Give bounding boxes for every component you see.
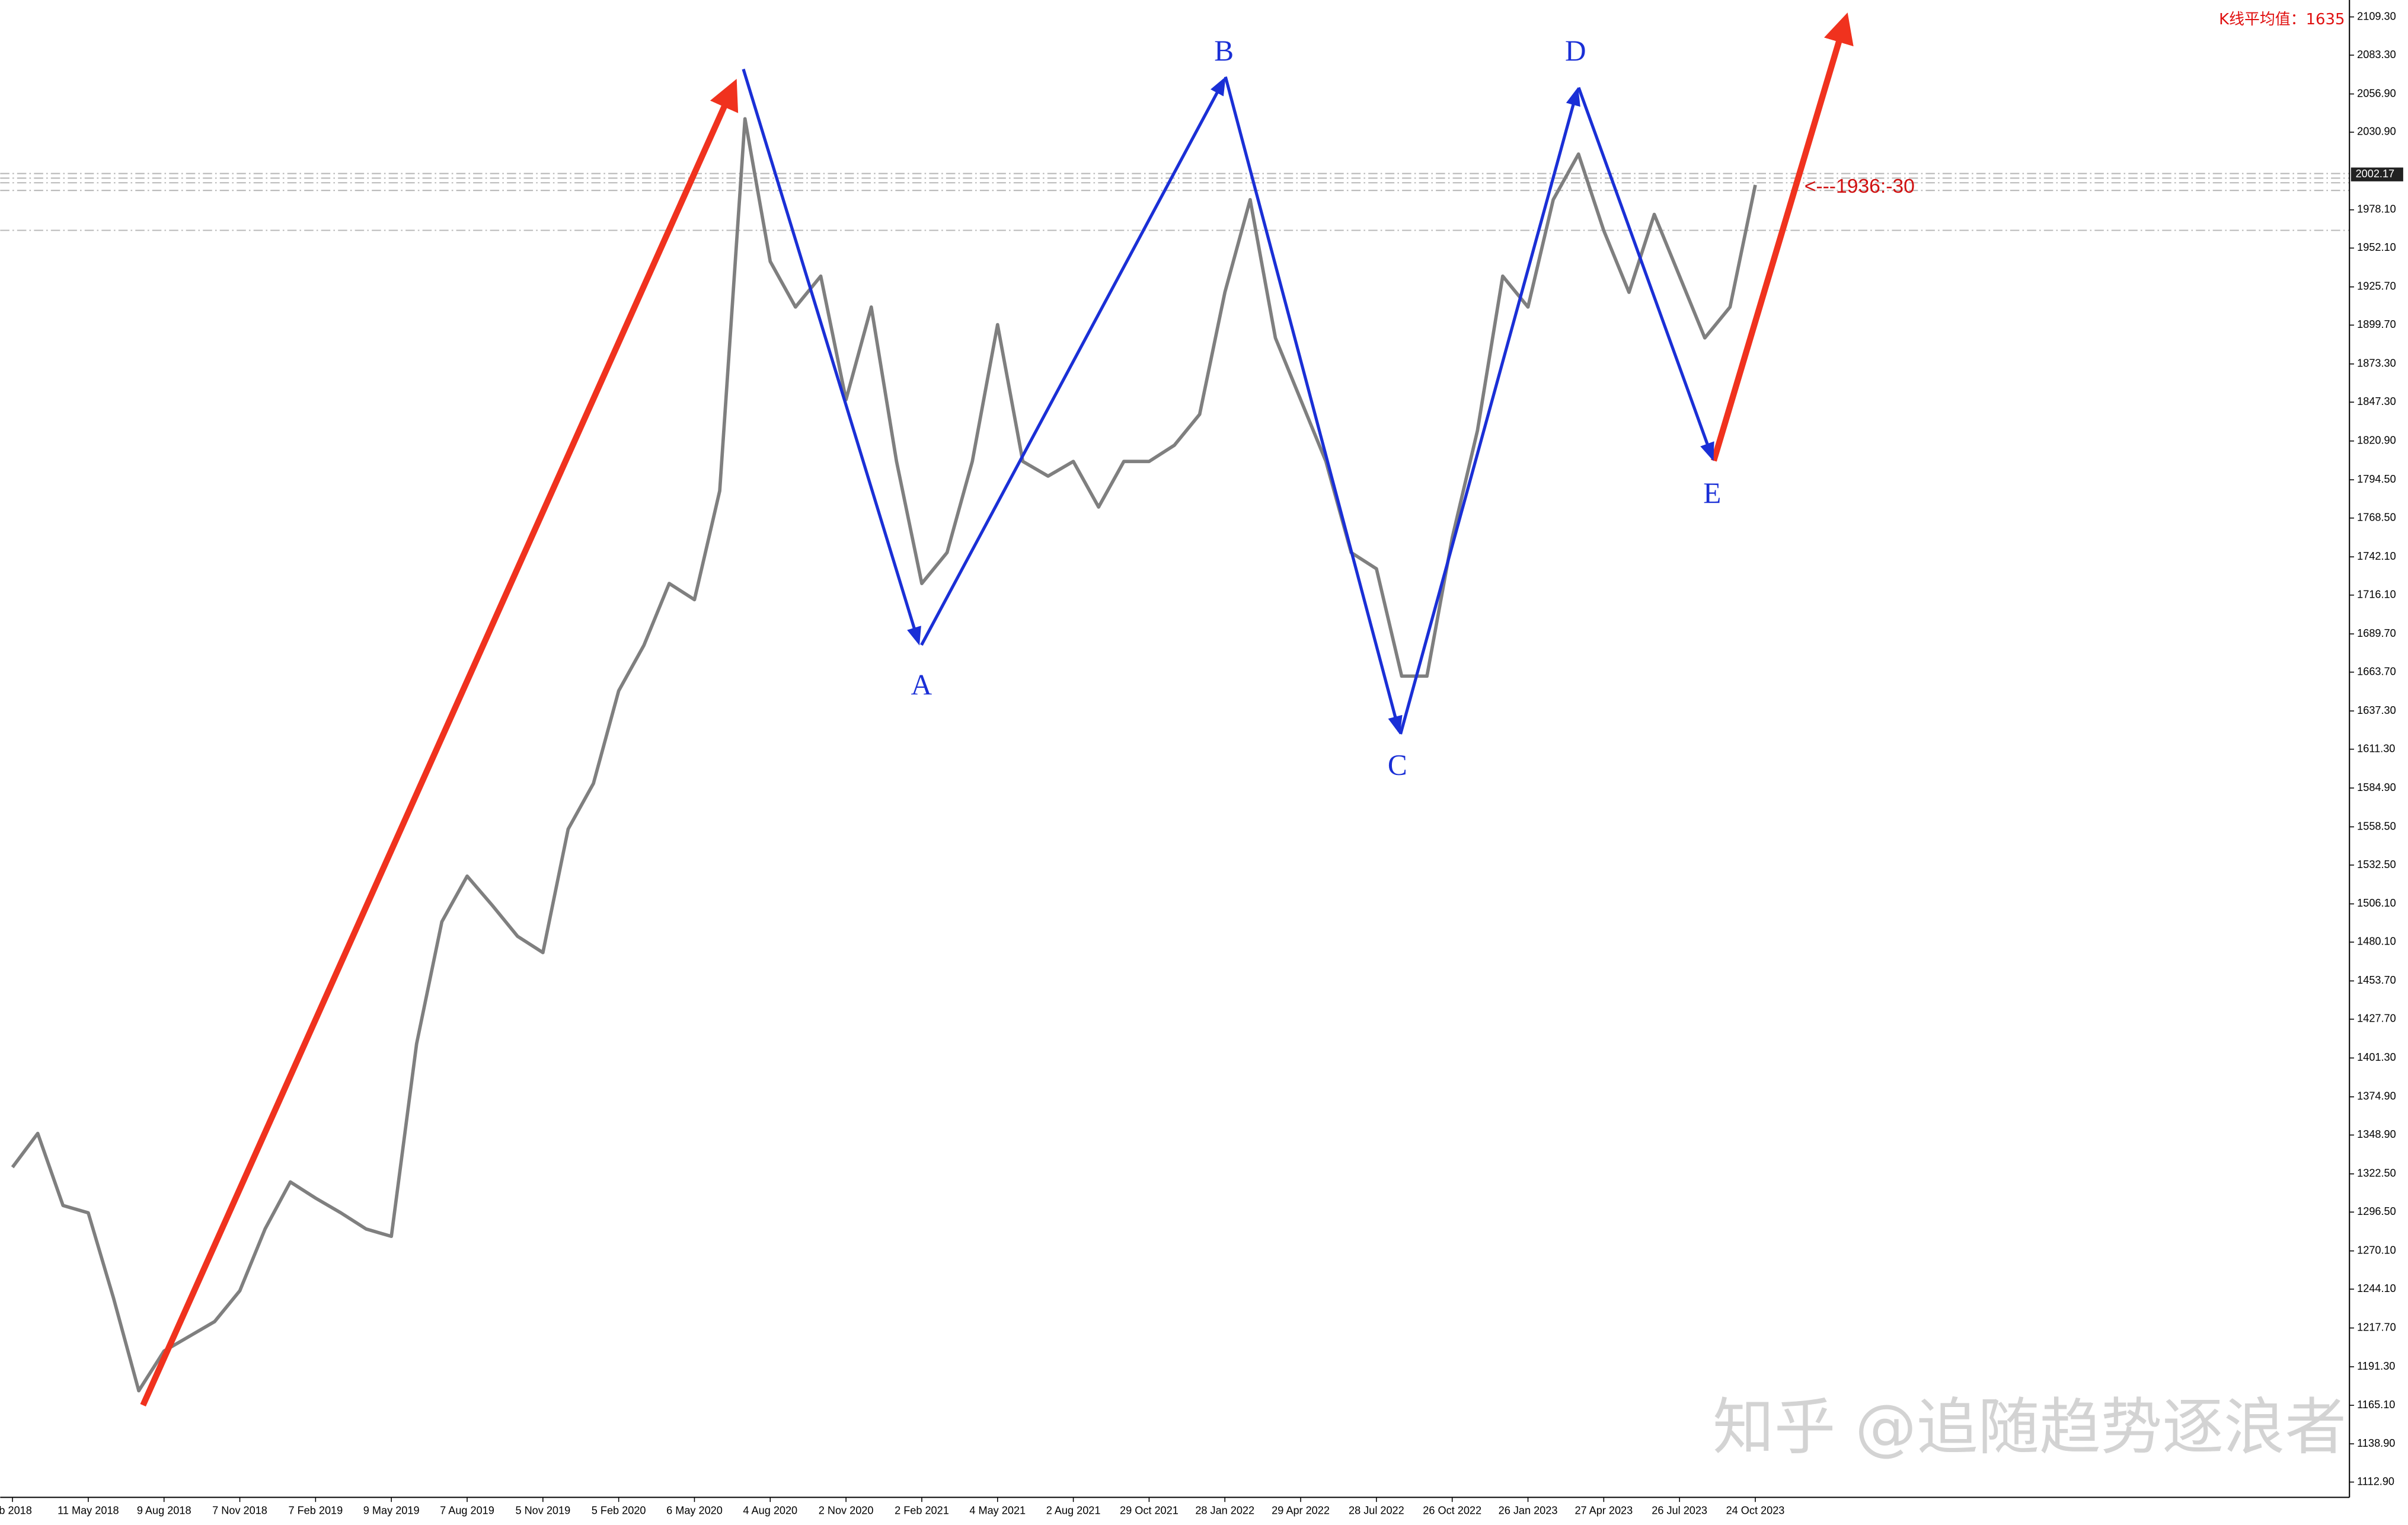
y-tick-label: 2083.30 <box>2357 49 2396 60</box>
y-tick-label: 1506.10 <box>2357 897 2396 909</box>
y-tick-label: 1820.90 <box>2357 435 2396 446</box>
wave-leg <box>742 68 921 646</box>
wave-label: B <box>1214 34 1234 67</box>
x-tick-label: 27 Apr 2023 <box>1575 1504 1633 1516</box>
y-tick-label: 1716.10 <box>2357 588 2396 600</box>
current-price-box <box>2350 167 2403 181</box>
y-tick-label: 1296.50 <box>2357 1205 2396 1217</box>
x-tick-label: 6 May 2020 <box>666 1504 723 1516</box>
y-tick-label: 1611.30 <box>2357 742 2395 754</box>
y-tick-label: 1558.50 <box>2357 820 2396 832</box>
x-tick-label: 9 Aug 2018 <box>137 1504 191 1516</box>
y-tick-label: 1742.10 <box>2357 550 2396 562</box>
y-tick-label: 1244.10 <box>2357 1282 2396 1294</box>
wave-leg <box>1224 76 1403 735</box>
y-tick-label: 1322.50 <box>2357 1167 2396 1179</box>
x-tick-label: 5 Feb 2020 <box>592 1504 646 1516</box>
wave-label: A <box>911 669 932 701</box>
y-tick-label: 2109.30 <box>2357 10 2396 22</box>
x-tick-label: eb 2018 <box>0 1504 32 1516</box>
x-tick-label: 4 Aug 2020 <box>743 1504 797 1516</box>
y-tick-label: 1480.10 <box>2357 936 2396 947</box>
x-tick-label: 24 Oct 2023 <box>1726 1504 1785 1516</box>
y-tick-label: 1978.10 <box>2357 203 2396 215</box>
indicator-text: K线平均值：1635 <box>2219 11 2345 28</box>
price-line <box>11 117 1757 1393</box>
x-tick-label: 7 Aug 2019 <box>440 1504 494 1516</box>
y-tick-label: 1925.70 <box>2357 280 2396 292</box>
wave-leg <box>1399 87 1580 735</box>
y-tick-label: 1689.70 <box>2357 627 2396 639</box>
y-tick-label: 1532.50 <box>2357 859 2396 870</box>
x-tick-label: 5 Nov 2019 <box>515 1504 570 1516</box>
y-tick-label: 2030.90 <box>2357 126 2396 138</box>
x-tick-label: 7 Feb 2019 <box>288 1504 343 1516</box>
x-tick-label: 28 Jan 2022 <box>1195 1504 1254 1516</box>
wave-label: E <box>1703 477 1721 509</box>
x-tick-label: 26 Jul 2023 <box>1652 1504 1707 1516</box>
y-tick-label: 1899.70 <box>2357 318 2396 330</box>
y-tick-label: 1952.10 <box>2357 241 2396 253</box>
y-tick-label: 1112.90 <box>2357 1475 2394 1487</box>
level-lines <box>0 173 2350 231</box>
y-tick-label: 1584.90 <box>2357 781 2396 793</box>
x-tick-label: 28 Jul 2022 <box>1349 1504 1404 1516</box>
x-tick-label: 4 May 2021 <box>969 1504 1026 1516</box>
y-tick-label: 1165.10 <box>2357 1399 2395 1411</box>
x-tick-label: 2 Aug 2021 <box>1046 1504 1101 1516</box>
x-tick-label: 9 May 2019 <box>363 1504 420 1516</box>
x-tick-label: 7 Nov 2018 <box>212 1504 267 1516</box>
wave-leg <box>920 76 1226 646</box>
wave-leg <box>1577 87 1714 461</box>
y-tick-label: 1637.30 <box>2357 704 2396 716</box>
y-tick-label: 1217.70 <box>2357 1321 2396 1333</box>
x-tick-label: 26 Oct 2022 <box>1423 1504 1481 1516</box>
wave-label: C <box>1388 748 1407 781</box>
watermark: 知乎 @追随趋势逐浪者 <box>1713 1392 2346 1463</box>
wave-label: D <box>1565 34 1586 67</box>
y-tick-label: 1768.50 <box>2357 511 2396 523</box>
y-tick-label: 1138.90 <box>2357 1437 2395 1449</box>
plot <box>11 117 1757 1393</box>
x-tick-label: 29 Oct 2021 <box>1120 1504 1179 1516</box>
x-tick-label: 29 Apr 2022 <box>1272 1504 1330 1516</box>
trend-arrow <box>140 79 739 1407</box>
y-tick-label: 1453.70 <box>2357 974 2396 986</box>
trend-arrow <box>1710 12 1854 462</box>
wave-drawing: A B C D E <---1936:-30 K线平均值：1635 知乎 @追随… <box>140 11 2346 1463</box>
y-tick-label: 1191.30 <box>2357 1360 2395 1372</box>
y-tick-label: 1374.90 <box>2357 1090 2396 1102</box>
x-tick-label: 11 May 2018 <box>58 1504 119 1516</box>
y-tick-label: 1663.70 <box>2357 665 2396 677</box>
y-tick-label: 1847.30 <box>2357 395 2396 407</box>
y-tick-label: 1873.30 <box>2357 358 2396 369</box>
level-note: <---1936:-30 <box>1805 176 1915 197</box>
y-tick-label: 1427.70 <box>2357 1013 2396 1025</box>
y-tick-label: 1348.90 <box>2357 1128 2396 1140</box>
x-tick-label: 2 Feb 2021 <box>895 1504 949 1516</box>
current-price: 2002.17 <box>2356 168 2395 180</box>
y-tick-label: 2056.90 <box>2357 87 2396 99</box>
y-tick-label: 1270.10 <box>2357 1245 2396 1256</box>
x-tick-label: 2 Nov 2020 <box>819 1504 874 1516</box>
y-tick-label: 1794.50 <box>2357 473 2396 485</box>
y-tick-label: 1401.30 <box>2357 1051 2396 1063</box>
x-tick-label: 26 Jan 2023 <box>1499 1504 1558 1516</box>
